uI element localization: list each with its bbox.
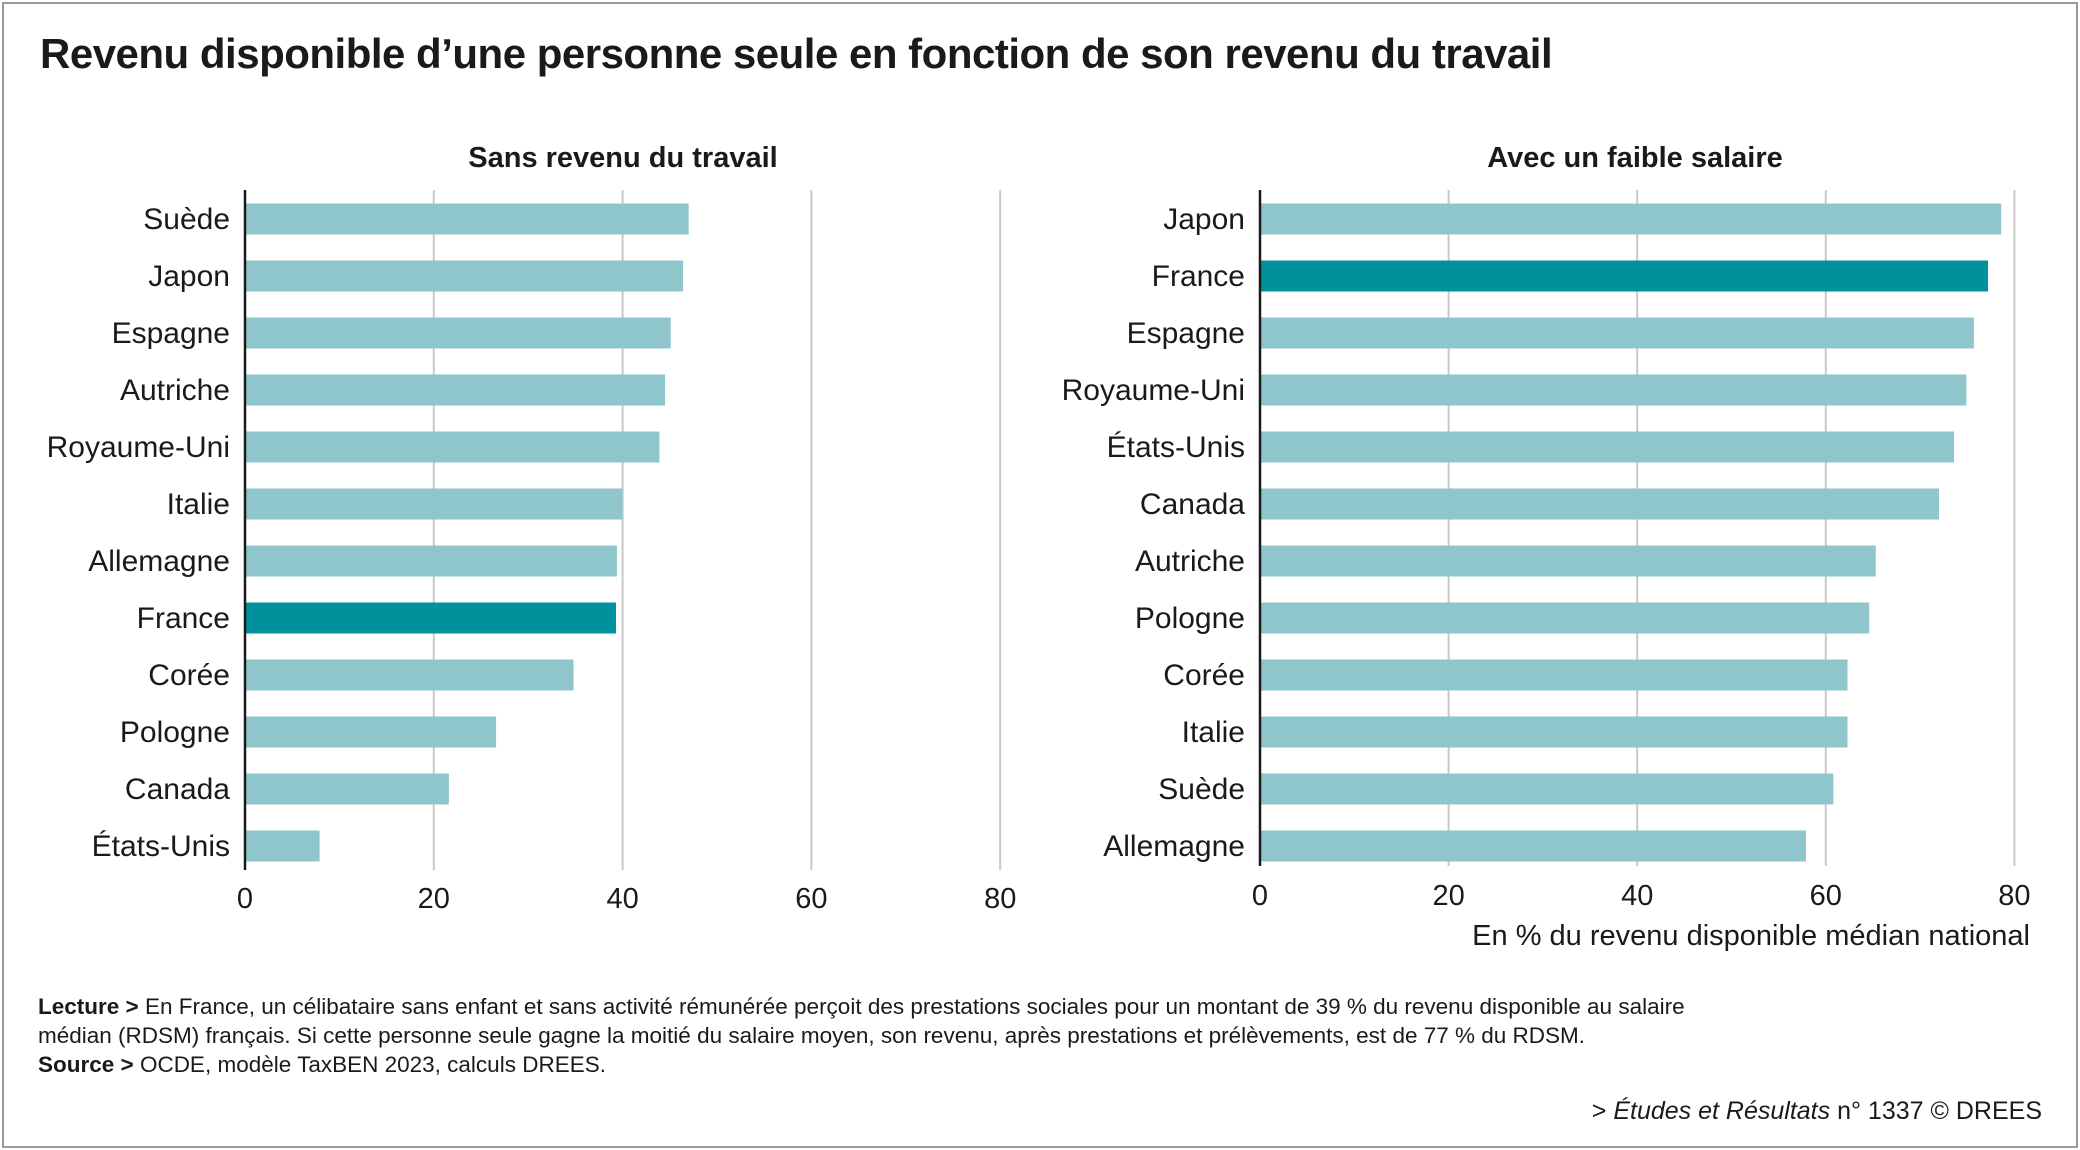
x-axis-label: En % du revenu disponible médian nationa… <box>1472 920 2030 952</box>
panel-title-2: Avec un faible salaire <box>1487 142 1783 174</box>
x-tick-label: 20 <box>418 883 450 915</box>
x-tick-label: 20 <box>1432 880 1464 912</box>
bar-2-4 <box>1260 431 1955 463</box>
bar-1-7 <box>245 602 616 634</box>
bar-1-8 <box>245 659 574 691</box>
bar-1-1 <box>245 260 684 292</box>
bar-1-6 <box>245 545 617 577</box>
category-label: Canada <box>125 773 230 806</box>
source-text: OCDE, modèle TaxBEN 2023, calculs DREES. <box>139 1052 606 1077</box>
bar-2-5 <box>1260 488 1939 520</box>
x-tick-label: 80 <box>984 883 1016 915</box>
category-label: Canada <box>1140 488 1245 521</box>
x-tick-label: 60 <box>795 883 827 915</box>
bar-2-7 <box>1260 602 1870 634</box>
publication-credit: > Études et Résultats n° 1337 © DREES <box>1592 1097 2042 1126</box>
lecture-text-line2: médian (RDSM) français. Si cette personn… <box>38 1023 1586 1048</box>
category-label: Suède <box>1158 773 1245 806</box>
category-label: Autriche <box>120 374 230 407</box>
x-tick-label: 0 <box>237 883 253 915</box>
credit-publication: Études et Résultats <box>1613 1097 1831 1125</box>
category-label: Corée <box>1163 659 1245 692</box>
bar-2-11 <box>1260 830 1806 862</box>
category-label: Pologne <box>120 716 230 749</box>
category-label: Italie <box>1182 716 1245 749</box>
credit-prefix: > <box>1591 1097 1614 1125</box>
x-tick-label: 40 <box>1621 880 1653 912</box>
bar-2-6 <box>1260 545 1876 577</box>
bar-2-1 <box>1260 260 1988 292</box>
lecture-text-line1: En France, un célibataire sans enfant et… <box>144 994 1685 1019</box>
category-label: Espagne <box>1127 317 1245 350</box>
category-label: Pologne <box>1135 602 1245 635</box>
bar-1-11 <box>245 830 320 862</box>
bar-1-9 <box>245 716 497 748</box>
lecture-note: Lecture > En France, un célibataire sans… <box>38 992 1685 1021</box>
bar-1-0 <box>245 203 689 235</box>
bar-1-4 <box>245 431 660 463</box>
x-tick-label: 60 <box>1810 880 1842 912</box>
x-tick-label: 0 <box>1252 880 1268 912</box>
category-label: États-Unis <box>1107 431 1245 464</box>
category-label: Allemagne <box>1103 830 1245 863</box>
bar-2-8 <box>1260 659 1848 691</box>
figure-title: Revenu disponible d’une personne seule e… <box>40 30 1553 77</box>
category-label: Allemagne <box>88 545 230 578</box>
x-tick-label: 80 <box>1998 880 2030 912</box>
category-label: France <box>137 602 230 635</box>
category-label: Suède <box>143 203 230 236</box>
category-label: Royaume-Uni <box>47 431 230 464</box>
category-label: Espagne <box>112 317 230 350</box>
credit-number: n° 1337 © DREES <box>1830 1097 2042 1125</box>
category-label: France <box>1152 260 1245 293</box>
category-label: Japon <box>1163 203 1245 236</box>
category-label: Royaume-Uni <box>1062 374 1245 407</box>
category-label: Japon <box>148 260 230 293</box>
category-label: Italie <box>167 488 230 521</box>
bar-1-2 <box>245 317 671 349</box>
category-label: Corée <box>148 659 230 692</box>
bar-2-2 <box>1260 317 1974 349</box>
lecture-note-continued: médian (RDSM) français. Si cette personn… <box>38 1021 1585 1050</box>
x-tick-label: 40 <box>606 883 638 915</box>
panel-title-1: Sans revenu du travail <box>468 142 777 174</box>
bar-1-5 <box>245 488 623 520</box>
bar-2-3 <box>1260 374 1967 406</box>
bar-1-10 <box>245 773 449 805</box>
lecture-label: Lecture > <box>38 994 139 1019</box>
bar-2-10 <box>1260 773 1834 805</box>
source-label: Source > <box>38 1052 134 1077</box>
bar-1-3 <box>245 374 666 406</box>
source-note: Source > OCDE, modèle TaxBEN 2023, calcu… <box>38 1050 606 1079</box>
category-label: Autriche <box>1135 545 1245 578</box>
bar-2-9 <box>1260 716 1848 748</box>
category-label: États-Unis <box>92 830 230 863</box>
bar-2-0 <box>1260 203 2002 235</box>
